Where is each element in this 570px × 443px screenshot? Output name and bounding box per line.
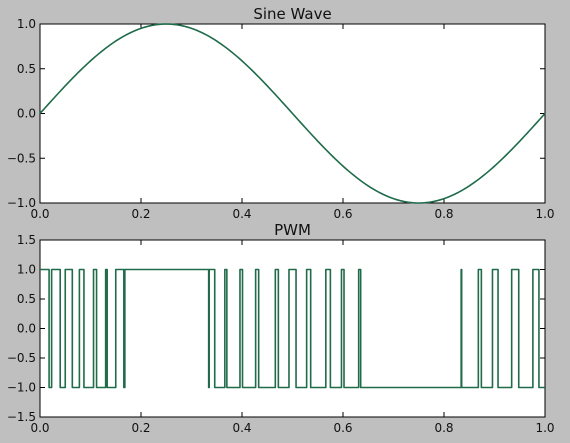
pwm-ticks: 0.0 0.2 0.4 0.6 0.8 1.0 1.5 1.0 0.5 0.0 −0.5 −1.0 −1… (7, 233, 555, 435)
x-tick-label: 0.8 (434, 207, 453, 221)
x-tick-label: 0.2 (131, 207, 150, 221)
x-tick-label: 0.4 (232, 207, 251, 221)
x-tick-label: 1.0 (535, 421, 554, 435)
y-tick-label: −1.0 (7, 196, 36, 210)
y-tick-label: 1.0 (17, 17, 36, 31)
pwm-subplot: PWM 0.0 0.2 0.4 0.6 0.8 1.0 1.5 1.0 0.5 0.0 −0.5 −1… (7, 221, 555, 435)
y-tick-label: 0.5 (17, 62, 36, 76)
sine-wave-line (39, 23, 546, 204)
y-tick-label: −0.5 (7, 351, 36, 365)
pwm-line (40, 268, 545, 389)
sine-wave-title: Sine Wave (253, 5, 331, 23)
sine-wave-series (39, 23, 546, 204)
y-tick-label: 0.5 (17, 292, 36, 306)
y-tick-label: −1.0 (7, 381, 36, 395)
y-tick-label: 0.0 (17, 107, 36, 121)
x-tick-label: 0.2 (131, 421, 150, 435)
x-tick-label: 1.0 (535, 207, 554, 221)
y-tick-label: 1.5 (17, 233, 36, 247)
x-tick-label: 0.6 (333, 207, 352, 221)
x-tick-label: 0.0 (30, 421, 49, 435)
x-tick-label: 0.8 (434, 421, 453, 435)
x-tick-label: 0.0 (30, 207, 49, 221)
x-tick-label: 0.6 (333, 421, 352, 435)
y-tick-label: −0.5 (7, 151, 36, 165)
x-tick-label: 0.4 (232, 421, 251, 435)
sine-wave-subplot: Sine Wave 0.0 0.2 0.4 0.6 0.8 1.0 1.0 0.5 0.0 −0.… (7, 5, 555, 221)
sine-wave-ticks: 0.0 0.2 0.4 0.6 0.8 1.0 1.0 0.5 0.0 −0.5 −1.0 (7, 17, 555, 221)
y-tick-label: 0.0 (17, 322, 36, 336)
y-tick-label: 1.0 (17, 263, 36, 277)
pwm-series (40, 268, 545, 389)
y-tick-label: −1.5 (7, 410, 36, 424)
pwm-title: PWM (274, 221, 311, 239)
